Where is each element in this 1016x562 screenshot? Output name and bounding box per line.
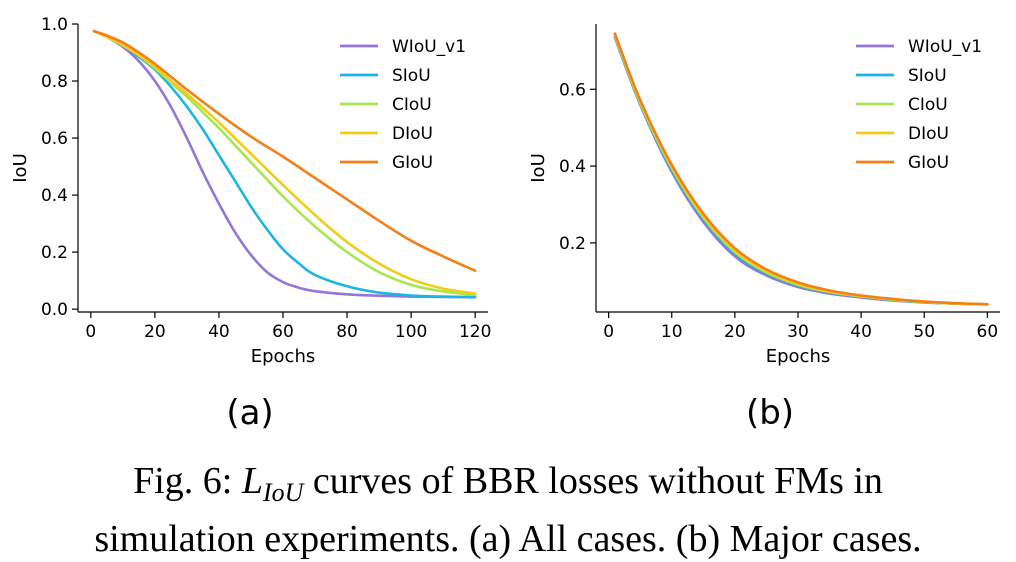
panel-b-panel-label: (b) bbox=[746, 393, 794, 433]
panel-b-y-tick-label: 0.2 bbox=[559, 234, 586, 254]
panel-a-legend-label-ciou: CIoU bbox=[392, 95, 432, 115]
panel-a-legend-label-giou: GIoU bbox=[392, 153, 433, 173]
panel-a-y-tick-label: 0.2 bbox=[41, 243, 68, 263]
caption-line1-rest: curves of BBR losses without FMs in bbox=[303, 460, 883, 502]
panel-b-legend-label-giou: GIoU bbox=[908, 153, 949, 173]
panel-a-chart: 0 20 40 60 80 100 120 0.0 0.2 0.4 0.6 0.8 1.0 Epochs I… bbox=[10, 15, 491, 433]
caption-math-subscript: IoU bbox=[262, 478, 304, 507]
panel-a-legend-label-diou: DIoU bbox=[392, 124, 433, 144]
panel-a-y-tick-label: 0.4 bbox=[41, 186, 68, 206]
panel-b-x-tick-label: 10 bbox=[661, 322, 683, 342]
panel-b-x-tick-label: 0 bbox=[603, 322, 614, 342]
panel-a-x-tick-label: 40 bbox=[208, 322, 230, 342]
panel-b-x-tick-label: 50 bbox=[913, 322, 935, 342]
figure-caption: Fig. 6: LIoU curves of BBR losses withou… bbox=[0, 458, 1016, 562]
panel-b-chart: 0 10 20 30 40 50 60 0.2 0.4 0.6 Epochs IoU WIoU_v1 SI… bbox=[528, 24, 1000, 433]
caption-line-1: Fig. 6: LIoU curves of BBR losses withou… bbox=[0, 458, 1016, 516]
panel-b-legend-label-siou: SIoU bbox=[908, 66, 947, 86]
caption-line-2: simulation experiments. (a) All cases. (… bbox=[94, 518, 922, 560]
panel-a-series-wiou-v1-line bbox=[92, 29, 477, 299]
panel-a-y-tick-label: 1.0 bbox=[41, 15, 68, 35]
caption-prefix: Fig. 6: bbox=[133, 460, 242, 502]
panel-b-x-tick-label: 30 bbox=[787, 322, 809, 342]
panel-a-x-tick-label: 100 bbox=[395, 322, 427, 342]
panel-a-x-tick-label: 0 bbox=[85, 322, 96, 342]
panel-a-x-tick-label: 80 bbox=[336, 322, 358, 342]
panel-a-x-axis-label: Epochs bbox=[251, 346, 316, 367]
panel-b-legend-label-wiou-v1: WIoU_v1 bbox=[908, 37, 982, 57]
panel-a-series-giou-line bbox=[92, 29, 477, 272]
panel-a-y-tick-label: 0.0 bbox=[41, 300, 68, 320]
panel-a-panel-label: (a) bbox=[226, 393, 273, 433]
panel-b-legend-label-diou: DIoU bbox=[908, 124, 949, 144]
chart-figure: 0 20 40 60 80 100 1200.00.20.40.60.81.0EpochsI… bbox=[10, 15, 1000, 433]
panel-b-y-tick-label: 0.4 bbox=[559, 157, 586, 177]
panel-a-x-tick-label: 60 bbox=[272, 322, 294, 342]
panel-a-y-tick-label: 0.6 bbox=[41, 129, 68, 149]
panel-b-x-tick-label: 40 bbox=[850, 322, 872, 342]
panel-b-legend: WIoU_v1 SIoU CIoU DIoU GIoU bbox=[856, 37, 982, 173]
panel-a-x-tick-label: 120 bbox=[459, 322, 491, 342]
panel-b-x-tick-label: 20 bbox=[724, 322, 746, 342]
panel-b-y-axis-label: IoU bbox=[528, 153, 549, 183]
panel-b-x-axis-label: Epochs bbox=[766, 346, 831, 367]
panel-a-legend-label-wiou-v1: WIoU_v1 bbox=[392, 37, 466, 57]
panel-b-y-tick-label: 0.6 bbox=[559, 80, 586, 100]
caption-math-symbol: L bbox=[241, 460, 263, 502]
panel-b-x-tick-label: 60 bbox=[977, 322, 999, 342]
panel-b-legend-label-ciou: CIoU bbox=[908, 95, 948, 115]
panel-a-series-diou-line bbox=[92, 29, 477, 295]
panel-a-legend-label-siou: SIoU bbox=[392, 66, 431, 86]
panel-a-legend: WIoU_v1 SIoU CIoU DIoU GIoU bbox=[340, 37, 466, 173]
panel-b-series-giou-line bbox=[613, 32, 989, 306]
panel-a-y-axis-label: IoU bbox=[10, 153, 31, 183]
panel-a-y-tick-label: 0.8 bbox=[41, 72, 68, 92]
panel-a-x-tick-label: 20 bbox=[144, 322, 166, 342]
